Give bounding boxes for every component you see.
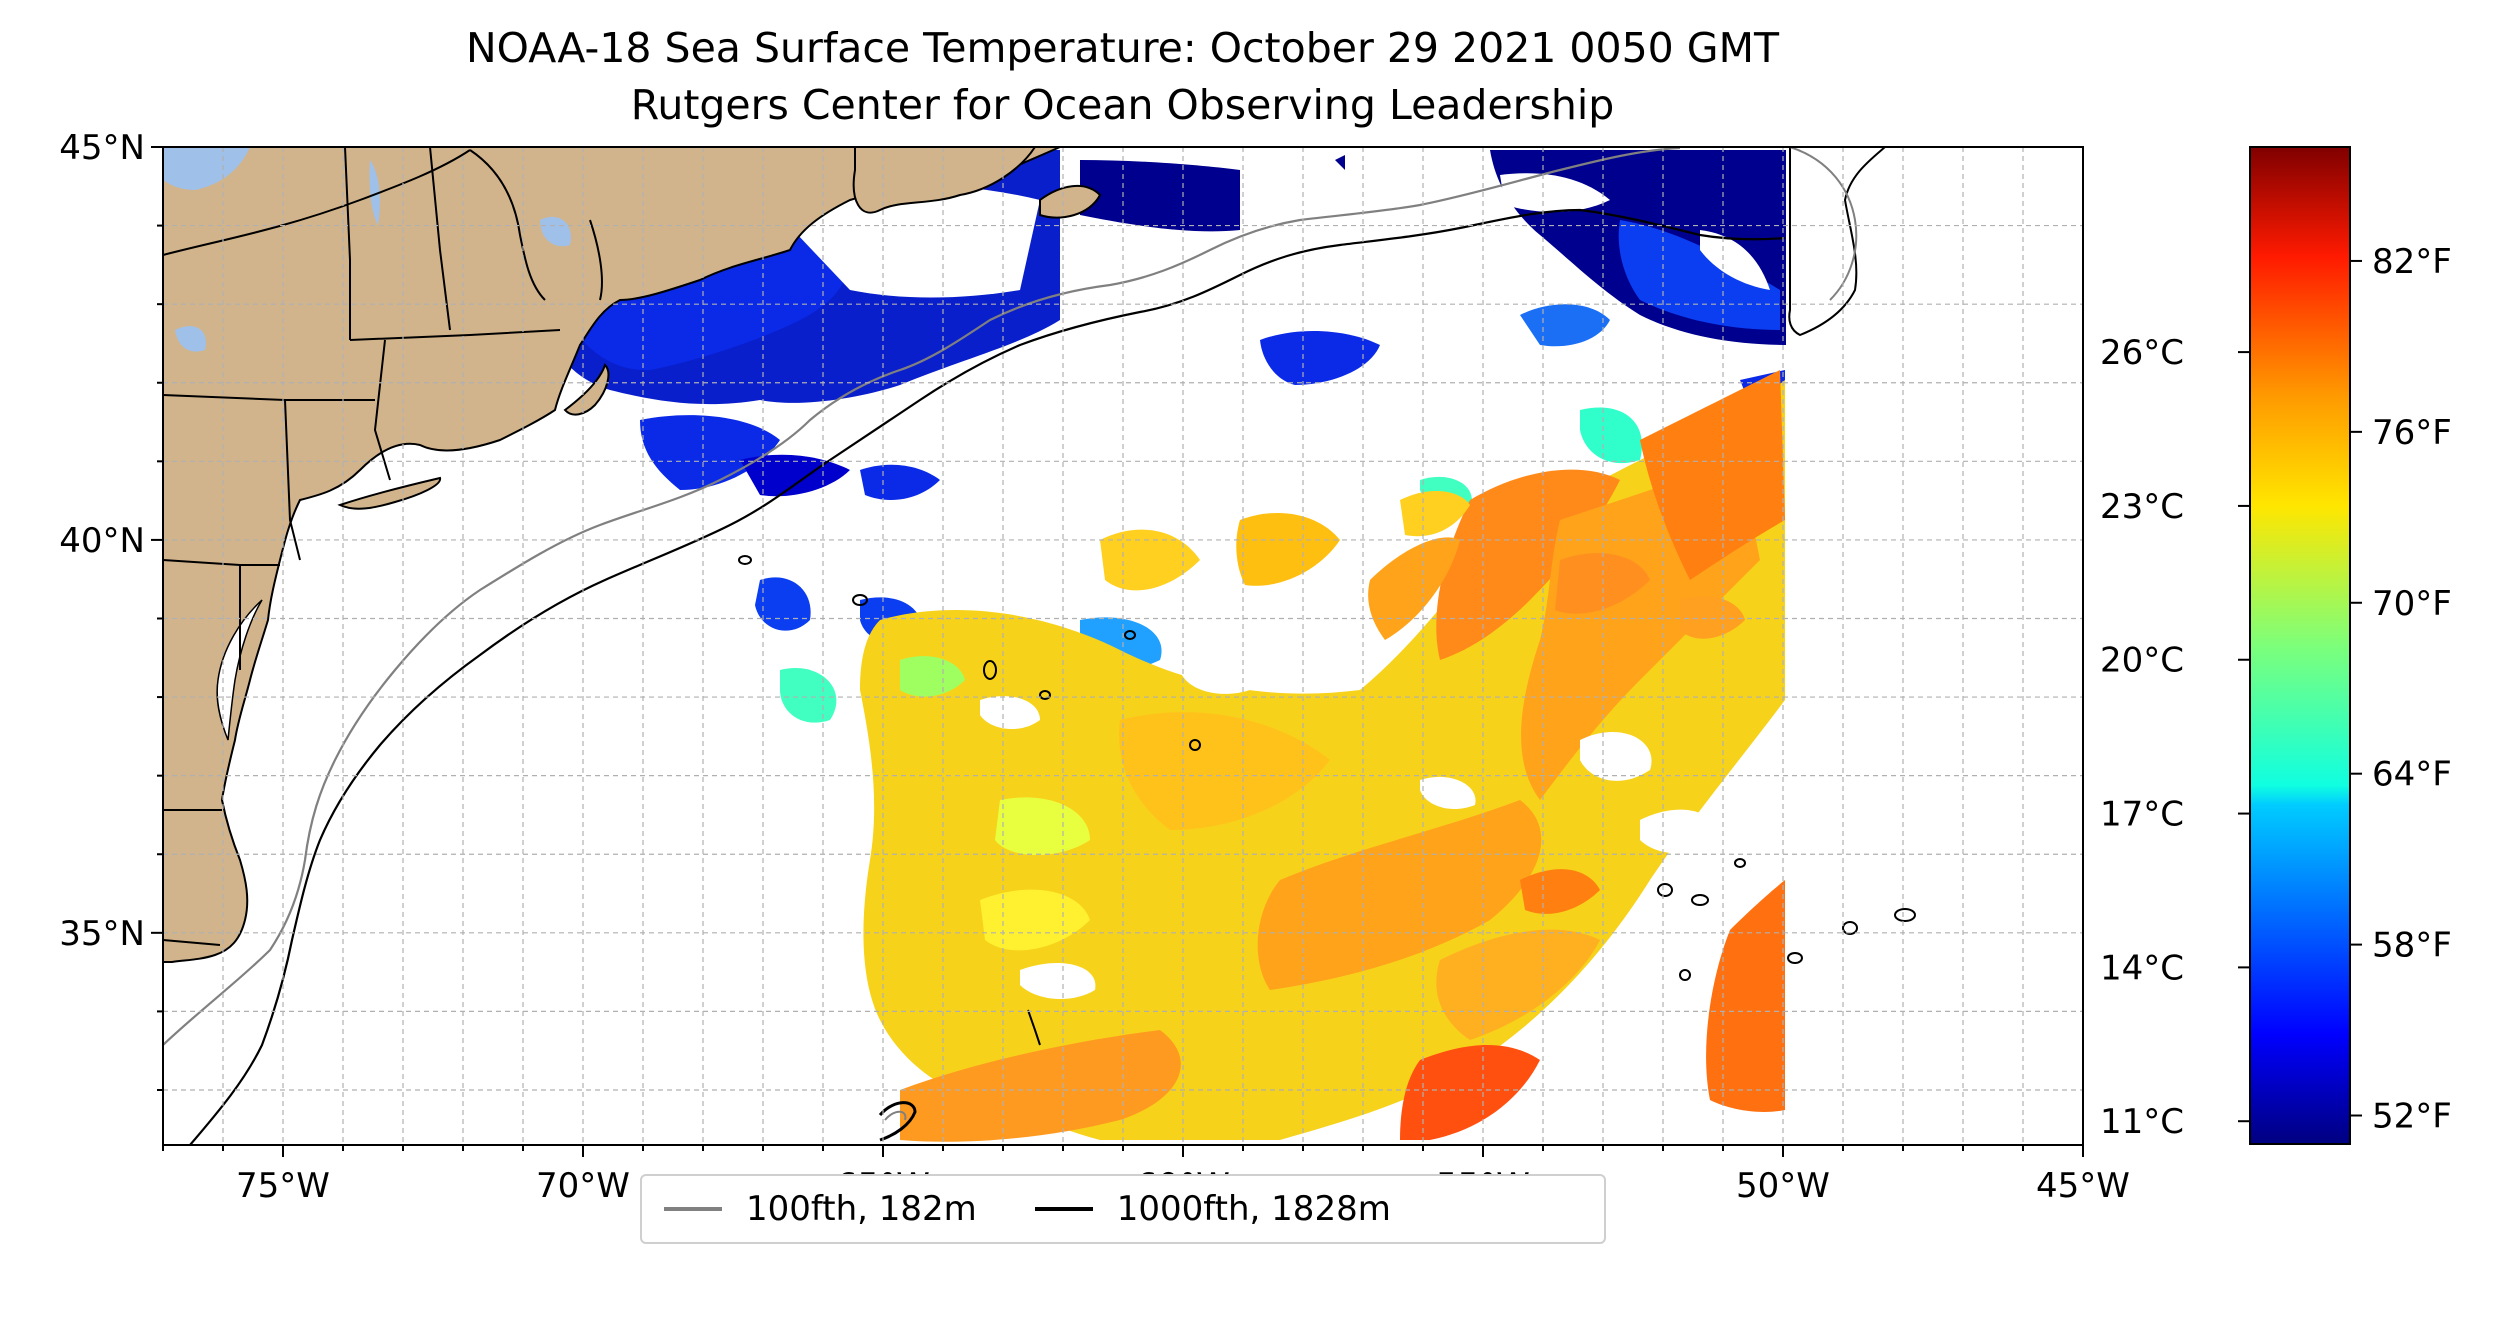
- legend-line-black: [1034, 1207, 1093, 1211]
- legend-label-100fth: 100fth, 182m: [746, 1189, 977, 1229]
- colorbar-f-tick-label: 76°F: [2372, 413, 2452, 453]
- lakes-layer: [163, 147, 571, 352]
- colorbar-f-tick-label: 64°F: [2372, 755, 2452, 795]
- lat-tick-label: 40°N: [59, 521, 145, 561]
- lon-tick-label: 50°W: [1736, 1166, 1830, 1206]
- lon-tick-label: 70°W: [536, 1166, 630, 1206]
- legend-item-1000fth: 1000fth, 1828m: [1034, 1189, 1391, 1229]
- colorbar-f-tick-label: 52°F: [2372, 1097, 2452, 1137]
- map-subtitle: Rutgers Center for Ocean Observing Leade…: [630, 81, 1615, 129]
- colorbar-c-tick-label: 23°C: [2100, 487, 2184, 527]
- colorbar-f-tick-label: 70°F: [2372, 584, 2452, 624]
- legend-label-1000fth: 1000fth, 1828m: [1116, 1189, 1391, 1229]
- lat-tick-label: 45°N: [59, 128, 145, 168]
- contour-legend: 100fth, 182m 1000fth, 1828m: [640, 1174, 1606, 1244]
- colorbar: 52°F 58°F 64°F 70°F 76°F 82°F 11°C 14°C 17°C 20°C…: [2100, 146, 2452, 1145]
- legend-line-gray: [664, 1207, 722, 1211]
- lon-tick-label: 75°W: [236, 1166, 330, 1206]
- land-layer: [163, 147, 1887, 963]
- colorbar-c-tick-label: 17°C: [2100, 795, 2184, 835]
- colorbar-c-tick-label: 20°C: [2100, 641, 2184, 681]
- legend-item-100fth: 100fth, 182m: [664, 1189, 977, 1229]
- colorbar-c-tick-label: 26°C: [2100, 333, 2184, 373]
- colorbar-f-tick-label: 82°F: [2372, 242, 2452, 282]
- colorbar-gradient: [2249, 146, 2351, 1145]
- borders-layer: [163, 147, 603, 946]
- colorbar-ticks: 52°F 58°F 64°F 70°F 76°F 82°F 11°C 14°C 17°C 20°C…: [2100, 242, 2452, 1142]
- colorbar-f-tick-label: 58°F: [2372, 926, 2452, 966]
- colorbar-c-tick-label: 14°C: [2100, 948, 2184, 988]
- lon-tick-label: 45°W: [2036, 1166, 2130, 1206]
- axis-labels: 75°W70°W65°W60°W55°W50°W45°W45°N40°N35°N: [59, 128, 2130, 1206]
- gridlines: [163, 147, 2083, 1145]
- map-title: NOAA-18 Sea Surface Temperature: October…: [465, 24, 1779, 72]
- colorbar-c-tick-label: 11°C: [2100, 1102, 2184, 1142]
- map-plot-area: [163, 147, 2083, 1145]
- lat-tick-label: 35°N: [59, 914, 145, 954]
